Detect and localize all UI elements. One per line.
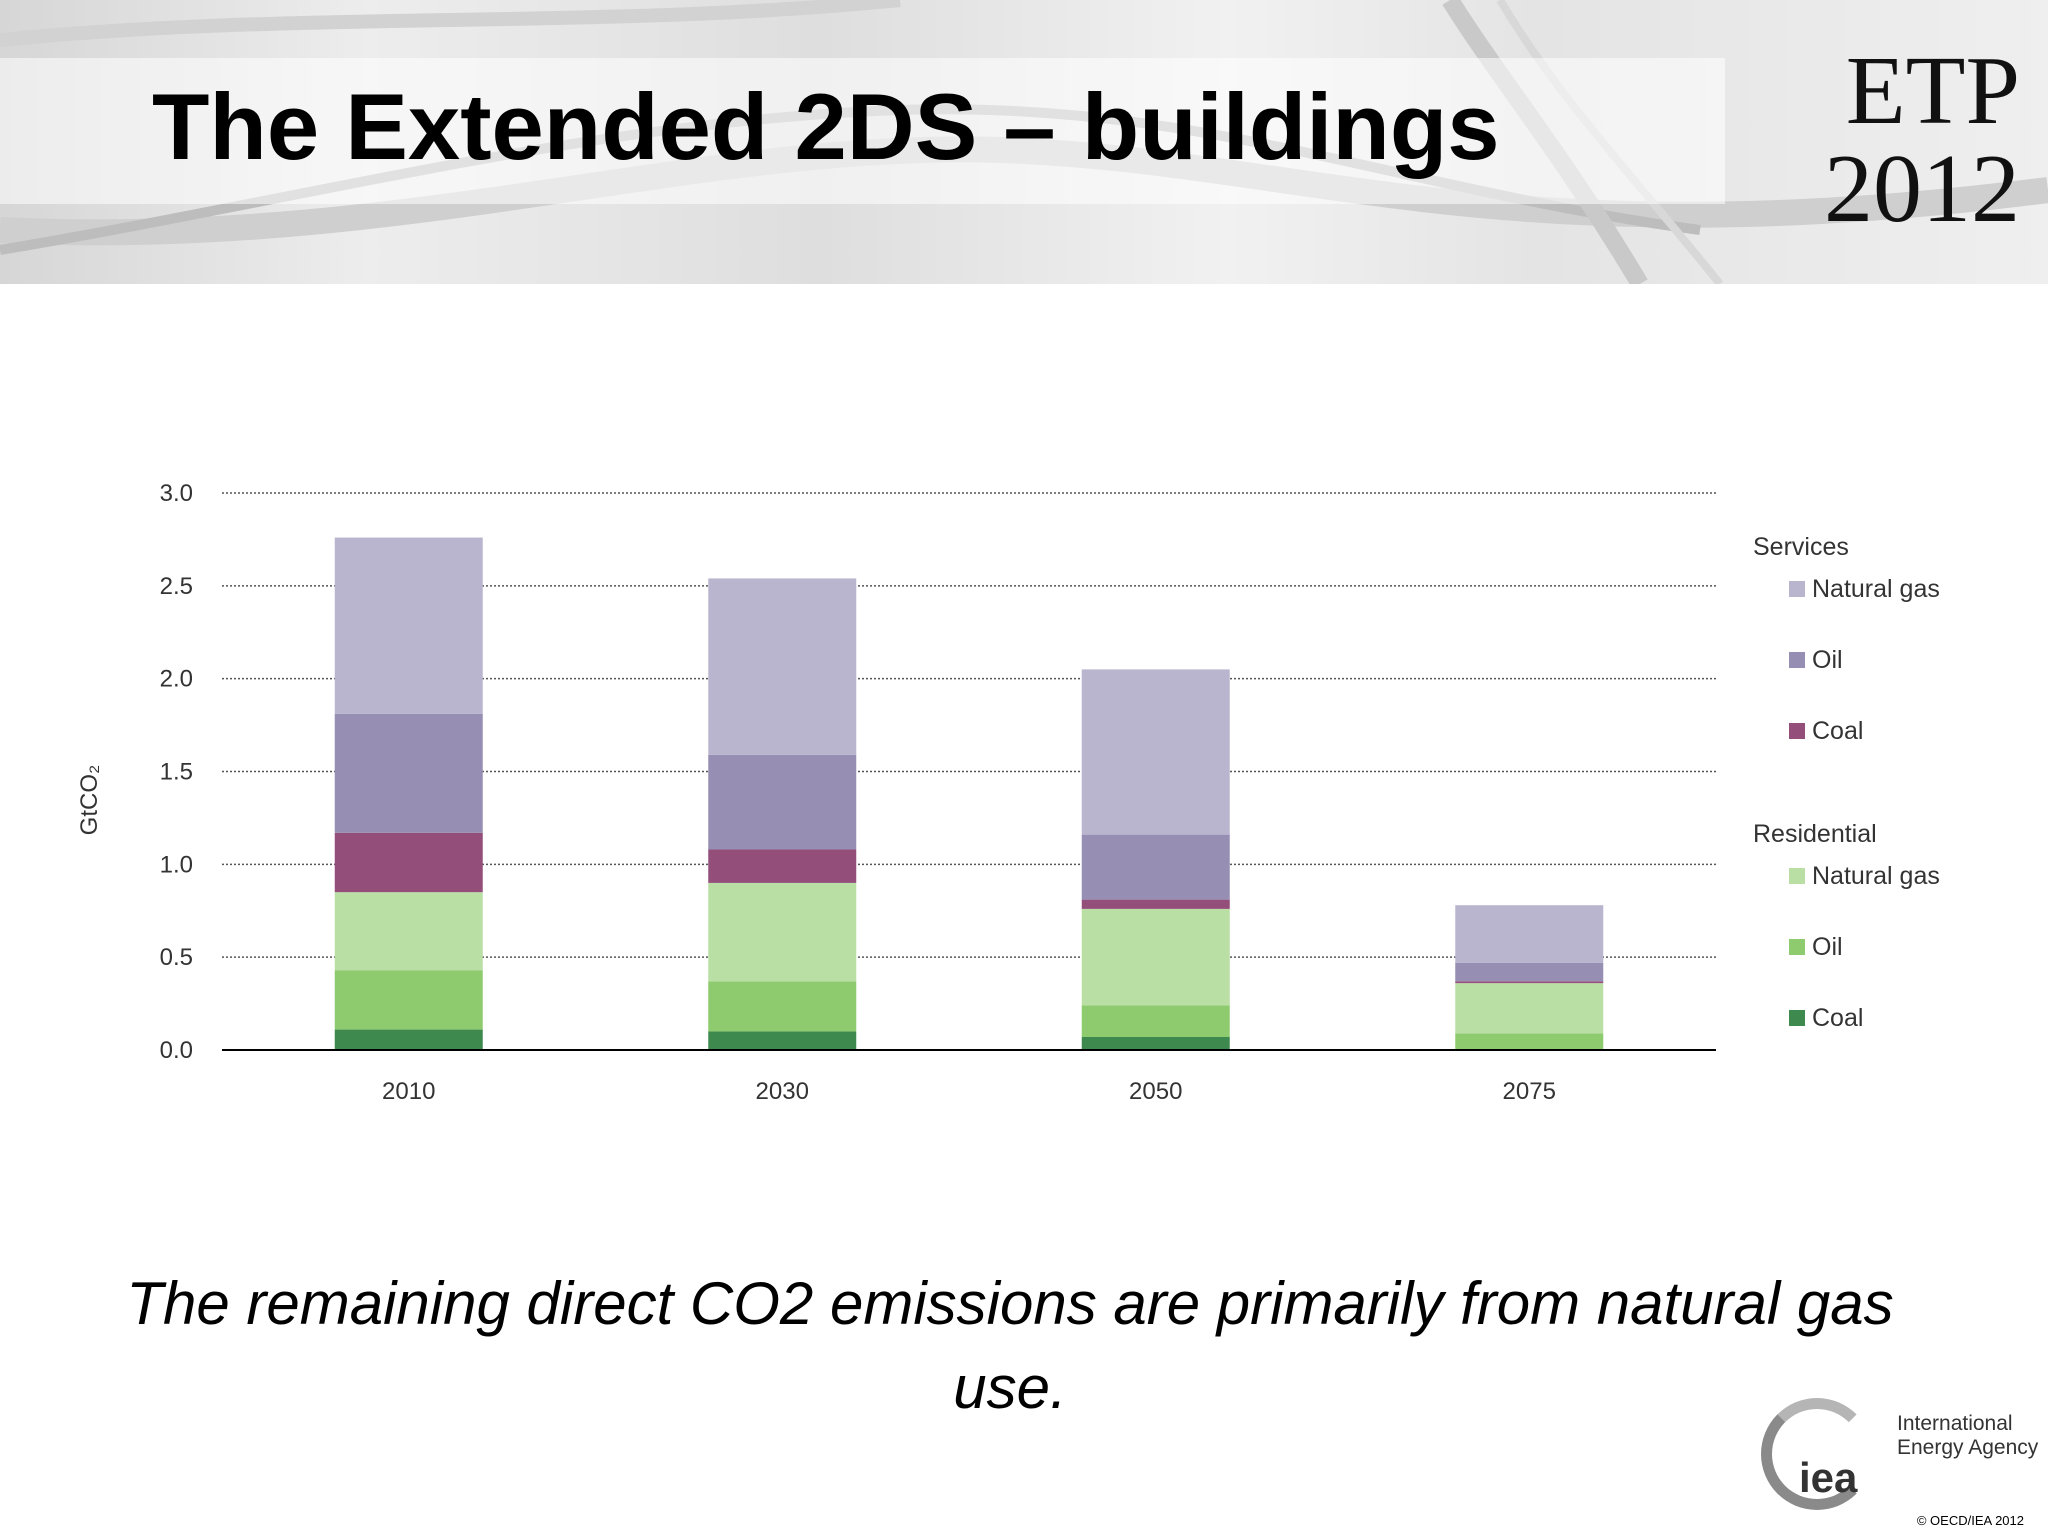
bar-segment-services-oil (1081, 834, 1230, 900)
y-tick-label: 3.0 (160, 480, 193, 507)
legend-swatch (1789, 1010, 1805, 1026)
bar-segment-residential-oil (334, 970, 483, 1030)
logo-line-etp: ETP (1845, 37, 2020, 145)
y-tick-label: 1.0 (160, 851, 193, 878)
bar-segment-services-oil (1455, 962, 1604, 982)
legend-label: Coal (1812, 1004, 1863, 1032)
x-axis-ticks: 2010 2030 2050 2075 (382, 1078, 1556, 1105)
bar-segment-residential-coal (1081, 1037, 1230, 1050)
iea-name-line1: International (1897, 1412, 2013, 1435)
page-title: The Extended 2DS – buildings (152, 74, 1500, 179)
legend-swatch (1789, 723, 1805, 739)
bar-segment-residential-natural-gas (708, 882, 857, 982)
bar-segment-services-natural-gas (334, 537, 483, 714)
y-axis-label: GtCO₂ (76, 765, 103, 836)
copyright-notice: © OECD/IEA 2012 (1916, 1513, 2024, 1528)
logo-line-year: 2012 (1824, 135, 2020, 243)
legend-swatch (1789, 939, 1805, 955)
x-tick-label: 2075 (1503, 1078, 1556, 1105)
bar-segment-residential-coal (708, 1031, 857, 1050)
iea-name: International Energy Agency (1897, 1412, 2038, 1460)
iea-name-line2: Energy Agency (1897, 1436, 2039, 1459)
legend-group-title: Residential (1753, 820, 1877, 848)
y-tick-label: 2.0 (160, 666, 193, 693)
bar-segment-residential-natural-gas (334, 892, 483, 971)
x-tick-label: 2030 (756, 1078, 809, 1105)
title-band (0, 58, 1725, 204)
legend-label: Natural gas (1812, 575, 1940, 603)
iea-mark: iea (1799, 1454, 1858, 1501)
bar-segment-residential-oil (1081, 1005, 1230, 1038)
x-tick-label: 2050 (1129, 1078, 1182, 1105)
bar-segment-residential-natural-gas (1455, 983, 1604, 1034)
legend-swatch (1789, 652, 1805, 668)
iea-logo: iea International Energy Agency (1755, 1392, 2045, 1527)
bar-segment-services-oil (708, 754, 857, 850)
bar-segment-residential-oil (708, 981, 857, 1032)
etp-2012-logo: ETP 2012 (1760, 42, 2020, 238)
legend-label: Oil (1812, 646, 1843, 674)
bar-segment-services-coal (334, 832, 483, 893)
legend-swatch (1789, 868, 1805, 884)
slide-header: The Extended 2DS – buildings ETP 2012 (0, 0, 2048, 284)
bar-segment-residential-natural-gas (1081, 908, 1230, 1006)
bar-segment-services-natural-gas (708, 578, 857, 755)
x-tick-label: 2010 (382, 1078, 435, 1105)
bar-segment-services-coal (1081, 899, 1230, 909)
stacked-bar-chart: 0.0 0.5 1.0 1.5 2.0 2.5 3.0 2010 2030 2050 2075 G… (76, 480, 1940, 1105)
bar-segment-services-natural-gas (1455, 905, 1604, 963)
bar-segment-services-coal (1455, 981, 1604, 984)
legend-swatch (1789, 581, 1805, 597)
legend-label: Oil (1812, 933, 1843, 961)
caption-text: The remaining direct CO2 emissions are p… (126, 1270, 1894, 1421)
y-tick-label: 0.5 (160, 944, 193, 971)
legend-label: Natural gas (1812, 862, 1940, 890)
y-tick-label: 0.0 (160, 1037, 193, 1064)
y-tick-label: 2.5 (160, 573, 193, 600)
bar-segment-residential-coal (334, 1029, 483, 1050)
bar-segment-services-natural-gas (1081, 669, 1230, 835)
bar-segment-residential-oil (1455, 1033, 1604, 1050)
legend-group-title: Services (1753, 533, 1849, 561)
legend: Services Natural gas Oil Coal Residential Nat… (1753, 533, 1940, 1032)
y-axis-ticks: 0.0 0.5 1.0 1.5 2.0 2.5 3.0 (160, 480, 193, 1064)
bars (334, 537, 1604, 1050)
bar-segment-services-coal (708, 849, 857, 883)
bar-segment-services-oil (334, 713, 483, 833)
iea-ring-icon (1761, 1398, 1873, 1510)
legend-label: Coal (1812, 717, 1863, 745)
y-tick-label: 1.5 (160, 759, 193, 786)
